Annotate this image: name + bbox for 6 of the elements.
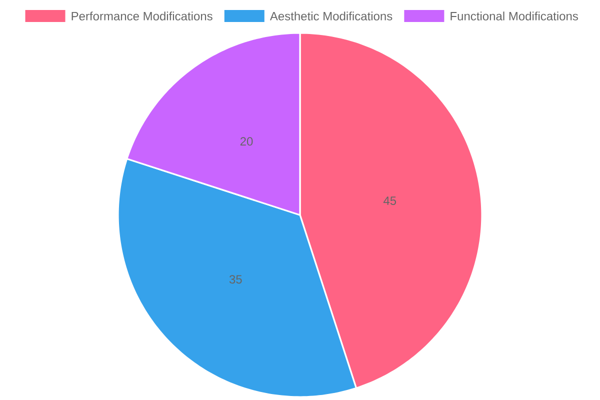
legend-label: Functional Modifications: [450, 12, 578, 20]
legend-label: Aesthetic Modifications: [270, 12, 392, 20]
data-label: 20: [240, 137, 253, 146]
data-label: 45: [383, 196, 396, 205]
legend-label: Performance Modifications: [72, 12, 212, 20]
data-label: 35: [229, 275, 242, 284]
